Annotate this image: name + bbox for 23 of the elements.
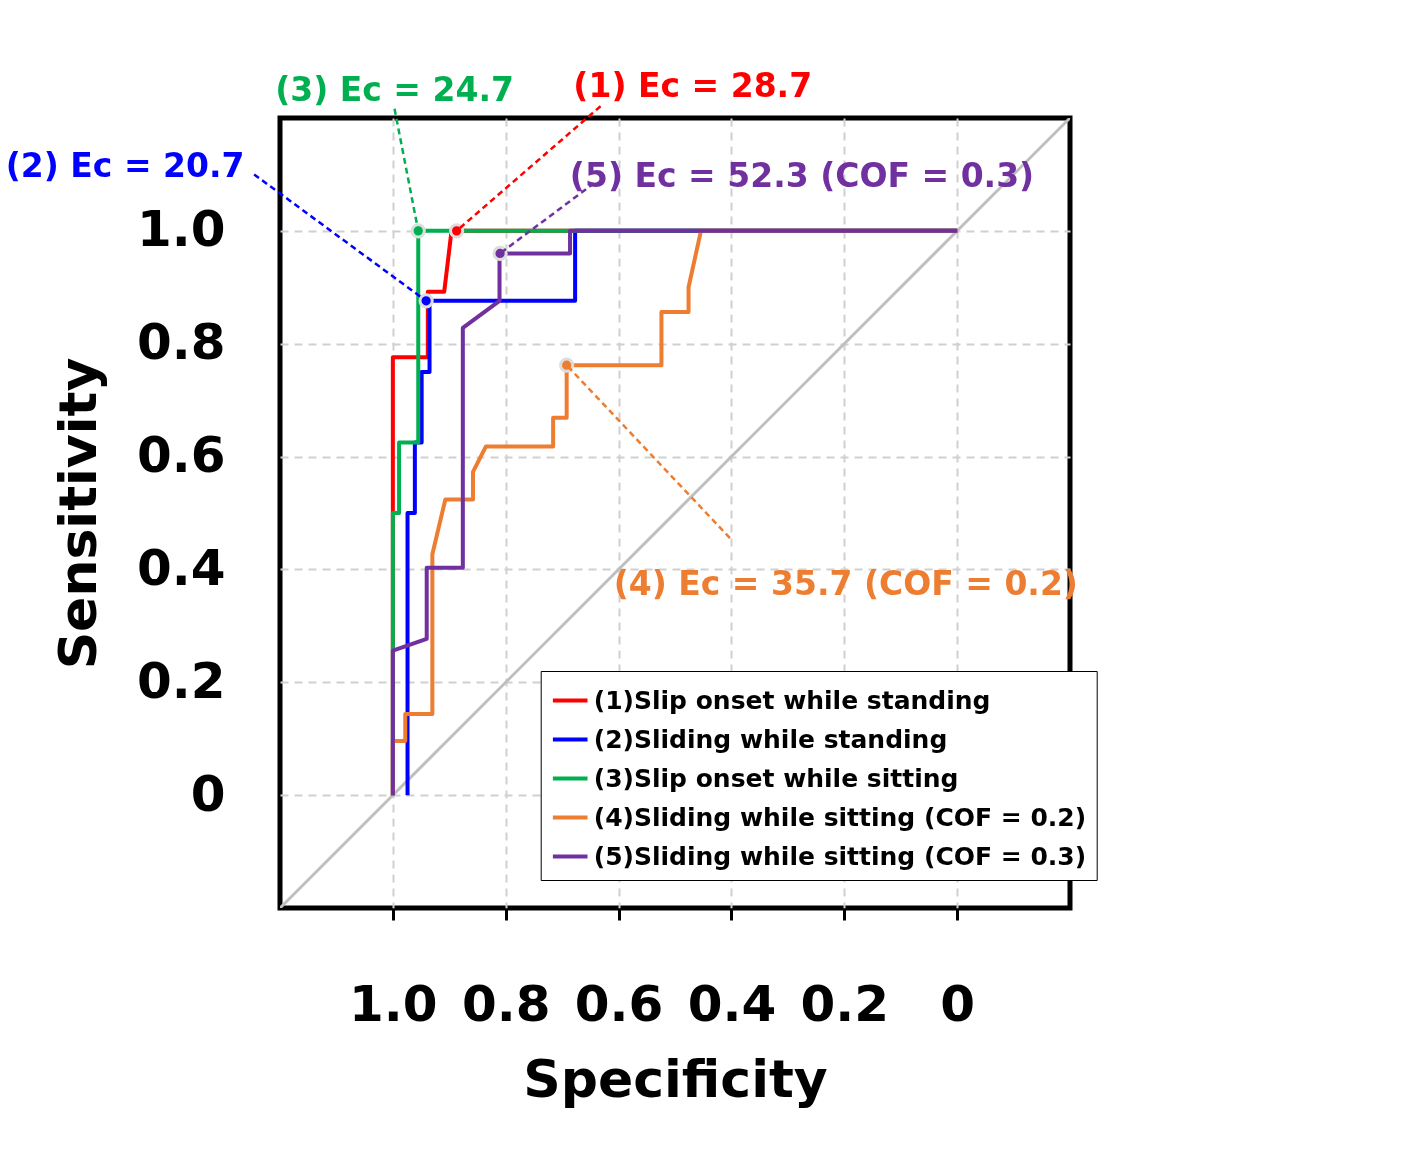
x-axis-title: Specificity — [523, 1048, 828, 1109]
legend-label: (4)Sliding while sitting (COF = 0.2) — [593, 802, 1087, 832]
x-tick-label: 0.4 — [687, 974, 777, 1033]
y-tick-label: 0.8 — [136, 313, 226, 372]
x-tick-label: 0.6 — [574, 974, 664, 1033]
x-tick-label: 0.2 — [800, 974, 890, 1033]
y-tick-label: 0.2 — [136, 651, 226, 710]
legend-label: (1)Slip onset while standing — [593, 685, 991, 715]
y-tick-label: 0.6 — [136, 426, 226, 485]
annotation: (2) Ec = 20.7 — [5, 146, 245, 186]
y-tick-label: 1.0 — [136, 200, 226, 259]
legend-label: (2)Sliding while standing — [593, 724, 948, 754]
x-tick-label: 1.0 — [349, 974, 438, 1033]
legend-label: (5)Sliding while sitting (COF = 0.3) — [593, 841, 1087, 871]
y-axis-title: Sensitivity — [47, 357, 108, 670]
y-tick-label: 0.4 — [136, 538, 226, 597]
x-tick-label: 0.8 — [461, 974, 551, 1033]
annotation: (5) Ec = 52.3 (COF = 0.3) — [569, 156, 1035, 196]
y-tick-label: 0 — [190, 764, 226, 823]
legend-label: (3)Slip onset while sitting — [593, 763, 959, 793]
annotation: (1) Ec = 28.7 — [573, 65, 813, 105]
annotation: (3) Ec = 24.7 — [275, 70, 514, 110]
x-tick-label: 0 — [940, 974, 976, 1033]
